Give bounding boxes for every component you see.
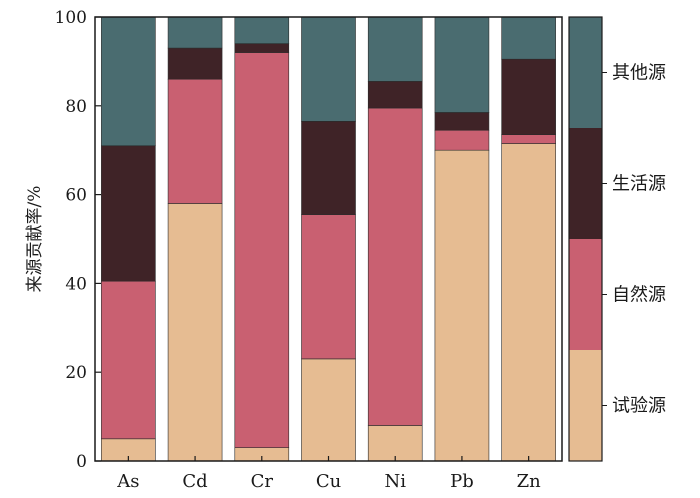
bar-segment-as-series-1 (101, 280, 156, 440)
bar-segment-zn-series-3 (501, 16, 556, 60)
y-axis-title: 来源贡献率/% (25, 186, 45, 293)
bar-segment-zn-series-1 (501, 134, 556, 144)
x-tick-label: Ni (384, 471, 406, 492)
y-tick-label: 60 (65, 186, 87, 206)
bar-segment-ni-series-1 (367, 107, 423, 426)
y-tick-label: 100 (55, 8, 87, 28)
y-tick-label: 0 (76, 452, 87, 472)
bar-segment-cd-series-3 (167, 16, 223, 49)
bar-segment-cd-series-2 (167, 47, 223, 80)
legend-swatch (569, 239, 602, 350)
bar-segment-pb-series-1 (434, 129, 490, 151)
bar-segment-cu-series-3 (301, 16, 356, 122)
bar-segment-ni-series-3 (367, 16, 423, 82)
bar-segment-cd-series-1 (167, 78, 223, 204)
bar-segment-ni-series-0 (367, 425, 423, 462)
bar-segment-ni-series-2 (367, 81, 423, 109)
bar-segment-as-series-3 (101, 16, 156, 147)
bars-group (101, 16, 556, 462)
bar-segment-cd-series-0 (167, 203, 223, 462)
y-tick-label: 20 (65, 363, 87, 383)
bar-segment-cu-series-1 (301, 214, 356, 360)
bar-segment-cr-series-2 (234, 43, 290, 53)
bar-segment-cr-series-3 (234, 16, 290, 44)
legend-swatch (569, 17, 602, 128)
bar-segment-zn-series-2 (501, 58, 556, 135)
x-tick-label: Zn (517, 471, 542, 492)
bar-segment-cu-series-2 (301, 121, 356, 215)
x-tick-label: As (116, 471, 139, 492)
bar-segment-as-series-2 (101, 145, 156, 282)
x-tick-label: Cr (251, 471, 274, 492)
legend-label: 自然源 (612, 285, 666, 306)
legend-swatch (569, 350, 602, 461)
x-tick-label: Cu (316, 471, 341, 492)
bar-segment-cr-series-1 (234, 52, 290, 448)
bar-segment-pb-series-0 (434, 149, 490, 462)
legend-swatch (569, 128, 602, 239)
legend-frame (568, 16, 603, 462)
x-tick-label: Pb (450, 471, 474, 492)
bar-segment-cu-series-0 (301, 358, 356, 462)
legend-label: 生活源 (612, 174, 666, 195)
x-axis-labels: As Cd Cr Cu Ni Pb Zn (116, 456, 541, 492)
legend-label: 其他源 (612, 63, 666, 84)
y-axis-ticks: 0 20 40 60 80 100 (55, 8, 101, 472)
y-tick-label: 80 (65, 97, 87, 117)
legend-label: 试验源 (612, 396, 666, 417)
x-tick-label: Cd (182, 471, 207, 492)
bar-segment-zn-series-0 (501, 143, 556, 462)
y-tick-label: 40 (65, 274, 87, 294)
bar-segment-pb-series-3 (434, 16, 490, 113)
bar-segment-pb-series-2 (434, 112, 490, 131)
